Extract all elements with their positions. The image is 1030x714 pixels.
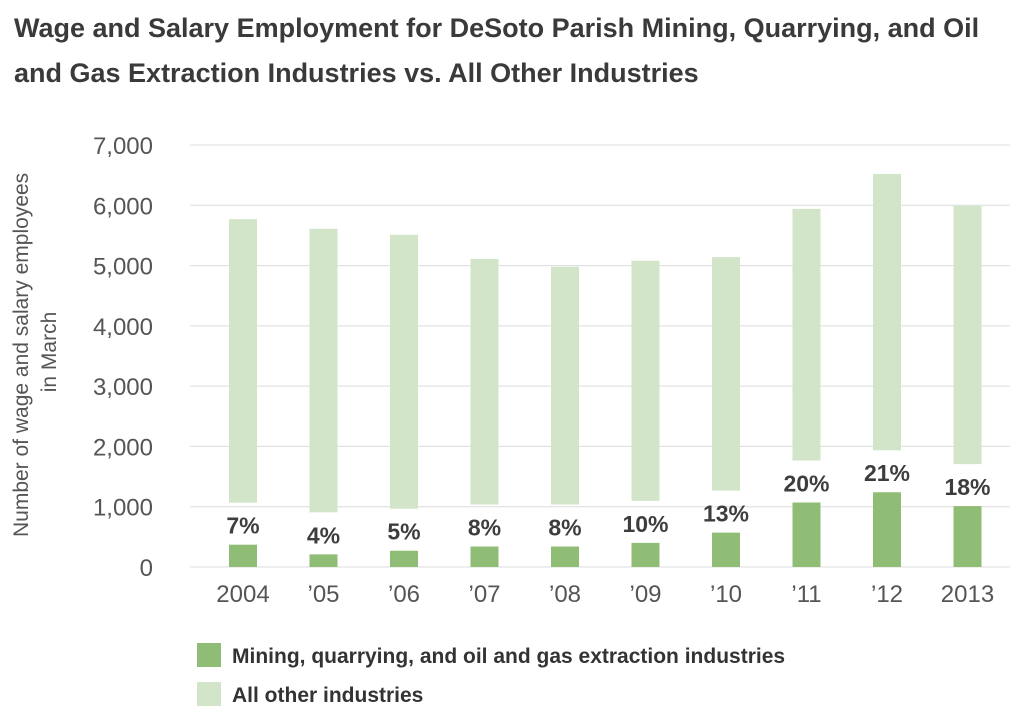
chart-title: Wage and Salary Employment for DeSoto Pa… <box>14 13 980 88</box>
y-tick-label: 3,000 <box>93 374 153 401</box>
y-tick-label: 2,000 <box>93 434 153 461</box>
y-axis-label-line-2: in March <box>38 312 61 393</box>
bar-other <box>792 208 821 461</box>
legend-label-mining: Mining, quarrying, and oil and gas extra… <box>232 645 785 668</box>
data-label: 8% <box>468 515 501 541</box>
y-tick-label: 4,000 <box>93 314 153 341</box>
y-tick-label: 5,000 <box>93 254 153 281</box>
bar-mining <box>309 554 338 567</box>
x-tick-label: ’10 <box>710 581 742 608</box>
bar-other <box>551 266 579 505</box>
x-tick-label: ’12 <box>871 581 903 608</box>
legend-label-other: All other industries <box>232 684 423 707</box>
bar-other <box>470 258 499 505</box>
data-label: 10% <box>622 511 668 537</box>
y-tick-label: 0 <box>140 555 153 582</box>
x-tick-label: ’06 <box>388 581 420 608</box>
bar-mining <box>390 550 418 567</box>
legend-swatch-mining <box>197 643 221 667</box>
data-label: 18% <box>944 474 990 500</box>
bar-mining <box>551 546 579 567</box>
data-label: 21% <box>864 460 910 486</box>
bar-mining <box>712 532 740 567</box>
bar-mining <box>229 544 257 567</box>
bar-other <box>309 228 338 513</box>
x-tick-label: ’07 <box>468 581 500 608</box>
data-label: 7% <box>226 513 259 539</box>
bar-other <box>712 257 740 491</box>
data-label: 4% <box>307 522 340 548</box>
bar-mining <box>470 546 499 567</box>
bar-other <box>873 173 901 451</box>
x-tick-label: ’09 <box>629 581 661 608</box>
bar-other <box>390 234 418 509</box>
y-tick-label: 1,000 <box>93 495 153 522</box>
bar-other <box>631 260 660 501</box>
y-tick-label: 6,000 <box>93 193 153 220</box>
data-label: 20% <box>783 470 829 496</box>
legend-swatch-other <box>197 682 221 706</box>
x-tick-label: ’05 <box>307 581 339 608</box>
x-tick-label: 2004 <box>216 581 269 608</box>
bar-other <box>229 219 257 503</box>
bars <box>229 173 982 567</box>
bar-mining <box>631 542 660 567</box>
x-axis-ticks: 2004 ’05 ’06 ’07 ’08 ’09 ’10 ’11 ’12 2013 <box>216 581 994 608</box>
x-tick-label: ’11 <box>791 581 821 608</box>
legend: Mining, quarrying, and oil and gas extra… <box>197 643 785 707</box>
data-label: 8% <box>548 515 581 541</box>
y-axis-label-line-1: Number of wage and salary employees <box>10 173 33 537</box>
bar-other <box>953 205 982 465</box>
bar-mining <box>873 492 901 567</box>
y-axis-label: Number of wage and salary employees in M… <box>10 167 61 537</box>
bar-mining <box>953 506 982 567</box>
bar-mining <box>792 502 821 567</box>
data-label: 13% <box>703 501 749 527</box>
data-label: 5% <box>387 519 420 545</box>
y-tick-label: 7,000 <box>93 133 153 160</box>
y-axis-ticks: 0 1,000 2,000 3,000 4,000 5,000 6,000 7,000 <box>93 133 153 582</box>
x-tick-label: 2013 <box>941 581 994 608</box>
x-tick-label: ’08 <box>549 581 581 608</box>
data-labels: 7% 4% 5% 8% 8% 10% 13% 20% 21% 18% <box>226 460 990 548</box>
